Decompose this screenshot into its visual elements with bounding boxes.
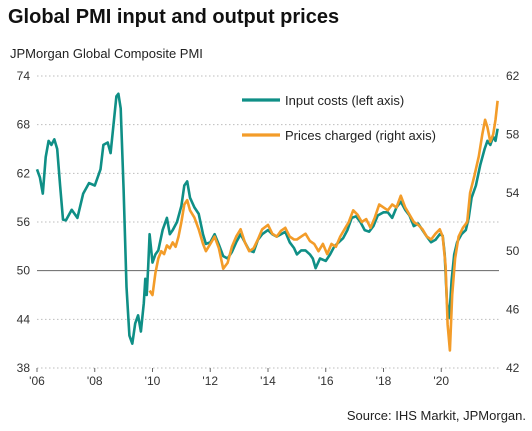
right-tick-label: 54: [506, 186, 520, 200]
left-tick-label: 44: [17, 312, 31, 326]
left-tick-label: 38: [17, 361, 31, 375]
x-tick-label: '16: [318, 374, 334, 388]
chart-subtitle: JPMorgan Global Composite PMI: [10, 46, 203, 61]
x-tick-label: '08: [87, 374, 103, 388]
x-tick-label: '20: [433, 374, 449, 388]
left-tick-label: 74: [17, 69, 31, 83]
series-line-prices-charged: [148, 100, 499, 352]
left-tick-label: 68: [17, 118, 31, 132]
x-tick-label: '06: [29, 374, 45, 388]
legend-label: Input costs (left axis): [285, 93, 404, 108]
x-tick-label: '10: [145, 374, 161, 388]
legend: Input costs (left axis) Prices charged (r…: [242, 93, 436, 143]
series-line-input-costs: [35, 92, 499, 345]
right-tick-label: 50: [506, 244, 520, 258]
right-tick-label: 46: [506, 303, 520, 317]
right-tick-label: 42: [506, 361, 520, 375]
x-tick-label: '12: [202, 374, 218, 388]
x-tick-label: '14: [260, 374, 276, 388]
grid-lines: [37, 75, 499, 369]
x-axis-ticks: '06 '08 '10 '12 '14 '16 '18 '20: [29, 368, 449, 388]
left-tick-label: 56: [17, 215, 31, 229]
series-lines: [35, 92, 499, 352]
left-tick-label: 50: [17, 264, 31, 278]
source-note: Source: IHS Markit, JPMorgan.: [346, 408, 526, 423]
right-tick-label: 62: [506, 69, 520, 83]
x-tick-label: '18: [376, 374, 392, 388]
chart-title: Global PMI input and output prices: [8, 6, 340, 28]
left-axis-ticks: 38 44 50 56 62 68 74: [17, 69, 31, 375]
left-tick-label: 62: [17, 166, 31, 180]
right-axis-ticks: 42 46 50 54 58 62: [506, 69, 520, 375]
legend-label: Prices charged (right axis): [285, 128, 436, 143]
right-tick-label: 58: [506, 127, 520, 141]
